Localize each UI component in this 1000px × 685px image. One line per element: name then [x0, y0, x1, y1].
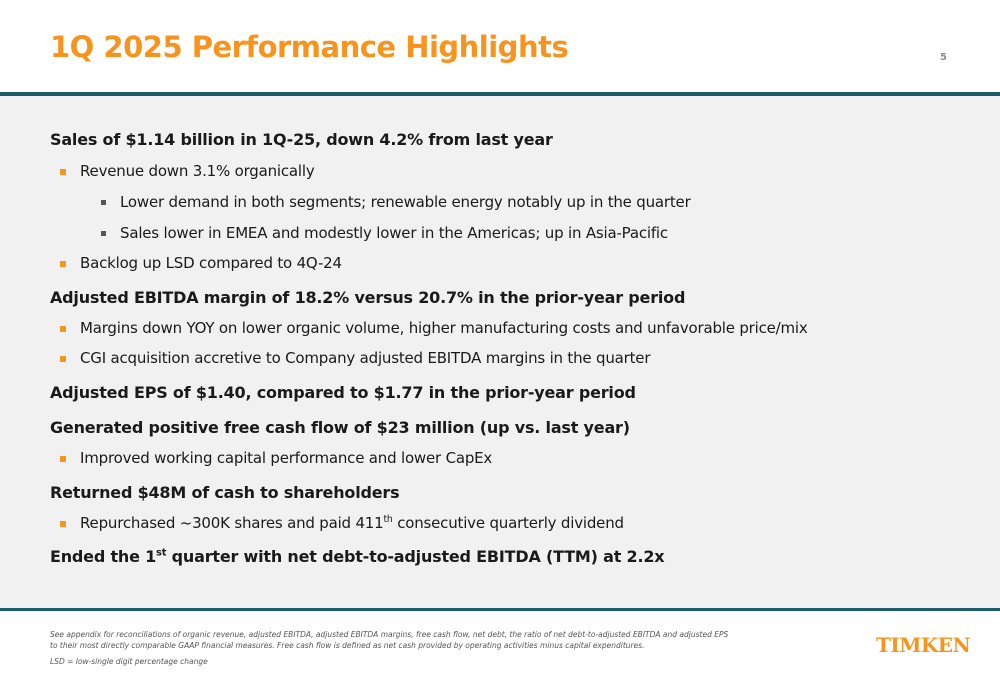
debt-text-end: quarter with net debt-to-adjusted EBITDA… — [166, 547, 665, 566]
shareholders-headline: Returned $48M of cash to shareholders — [50, 483, 400, 502]
slide-footer — [0, 611, 1000, 685]
highlights-panel — [0, 96, 1000, 608]
bullet-square-icon — [60, 261, 66, 267]
backlog-bullet: Backlog up LSD compared to 4Q-24 — [80, 254, 342, 272]
ordinal-suffix: th — [383, 514, 393, 525]
eps-headline: Adjusted EPS of $1.40, compared to $1.77… — [50, 383, 636, 402]
bullet-square-icon — [60, 169, 66, 175]
margins-bullet: Margins down YOY on lower organic volume… — [80, 319, 808, 337]
page-number: 5 — [940, 52, 947, 63]
bullet-square-icon — [60, 456, 66, 462]
sub-bullet-square-icon — [101, 200, 106, 205]
demand-sub-bullet: Lower demand in both segments; renewable… — [120, 193, 691, 211]
sub-bullet-square-icon — [101, 231, 106, 236]
repurchase-text-end: consecutive quarterly dividend — [392, 514, 624, 532]
ebitda-headline: Adjusted EBITDA margin of 18.2% versus 2… — [50, 288, 686, 307]
footer-divider — [0, 608, 1000, 611]
revenue-bullet: Revenue down 3.1% organically — [80, 162, 315, 180]
ordinal-suffix: st — [156, 547, 167, 559]
page-title: 1Q 2025 Performance Highlights — [50, 30, 569, 64]
lsd-footnote: LSD = low-single digit percentage change — [50, 657, 208, 666]
regions-sub-bullet: Sales lower in EMEA and modestly lower i… — [120, 224, 668, 242]
slide-header: 1Q 2025 Performance Highlights 5 — [0, 0, 1000, 92]
debt-text: Ended the 1 — [50, 547, 157, 566]
bullet-square-icon — [60, 521, 66, 527]
cgi-bullet: CGI acquisition accretive to Company adj… — [80, 349, 651, 367]
footnote-line-1: See appendix for reconciliations of orga… — [50, 630, 729, 639]
working-capital-bullet: Improved working capital performance and… — [80, 449, 493, 467]
repurchase-bullet: Repurchased ~300K shares and paid 411th … — [80, 514, 624, 532]
bullet-square-icon — [60, 326, 66, 332]
debt-headline: Ended the 1st quarter with net debt-to-a… — [50, 547, 665, 566]
header-divider — [0, 92, 1000, 96]
timken-logo: TIMKEN — [876, 633, 971, 657]
cash-flow-headline: Generated positive free cash flow of $23… — [50, 418, 630, 437]
repurchase-text: Repurchased ~300K shares and paid 411 — [80, 514, 384, 532]
sales-headline: Sales of $1.14 billion in 1Q-25, down 4.… — [50, 130, 553, 149]
bullet-square-icon — [60, 356, 66, 362]
footnote-line-2: to their most directly comparable GAAP f… — [50, 641, 645, 650]
